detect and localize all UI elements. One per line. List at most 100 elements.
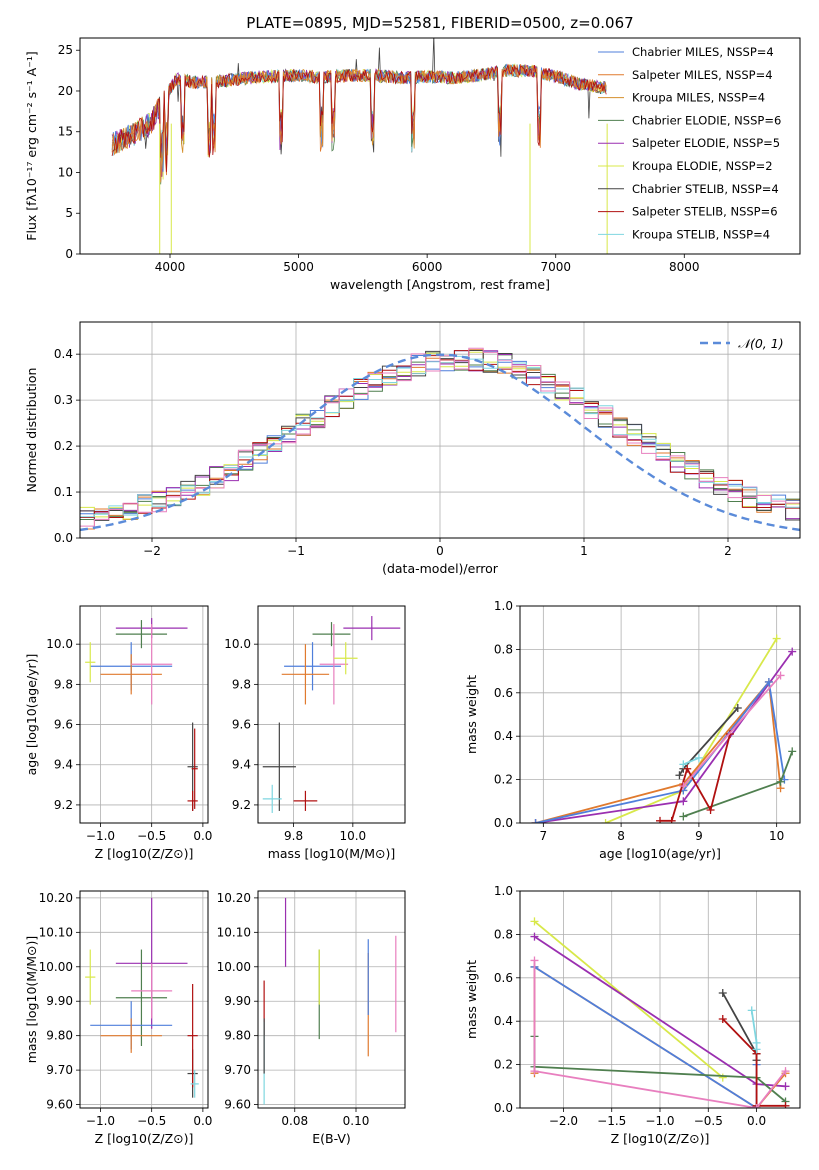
plot-area [80,347,800,538]
y-tick-label: 0.6 [494,971,513,985]
weight-point-marker [718,1073,727,1082]
axes-frame [79,890,209,1109]
error-bar-point [343,616,401,641]
axes-frame [257,605,406,824]
error-bar-point [187,790,198,811]
error-bar-point [262,784,282,813]
weight-point-marker [675,771,684,780]
y-tick-label: 0.4 [494,729,513,743]
x-axis-label: (data-model)/error [382,561,499,576]
error-bar-point [85,949,96,1005]
y-axis-label: age [log10(age/yr)] [24,654,39,776]
weight-series-line [682,751,794,818]
y-tick-label: 5 [65,206,73,220]
y-tick-label: 9.80 [46,1029,73,1043]
x-tick-label: 9.8 [284,829,303,843]
y-tick-label: 9.8 [232,677,251,691]
weight-point-marker [531,819,540,823]
axes-frame [79,321,801,539]
x-tick-label: −1.0 [86,829,115,843]
plot-area [111,38,608,254]
x-tick-label: −0.5 [694,1114,723,1128]
y-axis-label: mass [log10(M/M⊙)] [24,936,39,1064]
weight-point-marker [781,1067,790,1076]
legend-entry: Salpeter STELIB, NSSP=6 [632,205,778,219]
error-bar-point [281,644,330,705]
x-tick-label: −1.0 [645,1114,674,1128]
x-tick-label: 0.08 [281,1114,308,1128]
x-axis-label: wavelength [Angstrom, rest frame] [330,277,550,292]
weight-series-line [533,960,787,1108]
y-tick-label: 10.00 [217,960,251,974]
x-tick-label: 1 [580,544,588,558]
y-tick-label: 25 [58,43,73,57]
x-tick-label: 9 [695,829,703,843]
x-tick-label: 7000 [540,260,571,274]
y-tick-label: 10.10 [39,925,73,939]
x-tick-label: 8000 [669,260,700,274]
x-axis-label: Z [log10(Z/Z⊙)] [95,846,194,861]
y-tick-label: 9.60 [224,1098,251,1112]
weight-point-marker [656,816,664,823]
weight-point-marker [788,647,797,656]
y-tick-label: 9.60 [46,1098,73,1112]
error-bar-point [190,1070,199,1098]
x-tick-label: −1 [287,544,305,558]
spectrum-series [111,63,607,172]
axes-frame [519,890,801,1109]
y-tick-label: 0 [65,247,73,261]
y-tick-label: 0.0 [54,531,73,545]
x-tick-label: −0.5 [137,829,166,843]
y-axis-label: mass weight [464,960,479,1039]
plot-area [85,897,199,1098]
weight-point-marker [718,988,727,997]
error-bar-point [100,654,162,695]
x-tick-label: −2.0 [549,1114,578,1128]
weight-point-marker [530,917,539,926]
weight-series-line [535,679,782,823]
plot-area [262,616,401,813]
error-bar-point [191,728,198,809]
y-tick-label: 20 [58,84,73,98]
axes-frame [257,890,406,1109]
weight-point-marker [718,1015,727,1024]
y-tick-label: 10.20 [217,891,251,905]
axes-frame [79,37,801,255]
y-tick-label: 9.90 [224,994,251,1008]
weight-point-marker [776,777,785,786]
legend: 𝒩(0, 1) [700,336,784,351]
weight-series-line [660,733,731,822]
y-axis-label: Flux [fλ10⁻¹⁷ erg cm⁻² s⁻¹ A⁻¹] [24,51,39,240]
x-tick-label: 2 [724,544,732,558]
x-tick-label: −0.5 [137,1114,166,1128]
histogram-step [80,347,800,538]
axes-frame [79,605,209,824]
y-tick-label: 10 [58,165,73,179]
x-tick-label: 10 [769,829,784,843]
y-tick-label: 9.90 [46,994,73,1008]
weight-point-marker [764,677,773,686]
y-tick-label: 10.20 [39,891,73,905]
error-bar-point [115,949,168,1046]
figure-title: PLATE=0895, MJD=52581, FIBERID=0500, z=0… [246,14,633,32]
x-tick-label: 6000 [412,260,443,274]
weight-point-marker [781,1101,790,1108]
panel-age-vs-Z: −1.0 −0.5 0.0 9.2 9.4 9.6 9.8 10.0 Z [log10(Z/Z⊙… [24,605,212,861]
legend-entry: Chabrier ELODIE, NSSP=6 [632,113,781,127]
weight-series-line [535,679,786,823]
x-tick-label: 8 [617,829,625,843]
panel-mass-vs-ebv: 0.08 0.10 9.60 9.70 9.80 9.90 10.00 10.10 10.20 E… [217,890,406,1146]
y-tick-label: 9.4 [232,758,251,772]
axes-frame [519,605,801,824]
weight-point-marker [781,1082,790,1091]
y-tick-label: 9.2 [54,798,73,812]
plot-area [531,634,797,823]
y-tick-label: 0.0 [494,1101,513,1115]
legend-entry: Kroupa ELODIE, NSSP=2 [632,159,773,173]
weight-series-line [605,638,778,823]
y-tick-label: 10.10 [217,925,251,939]
y-tick-label: 10.00 [39,960,73,974]
legend-entry: Chabrier MILES, NSSP=4 [632,45,774,59]
legend-entry: 𝒩(0, 1) [738,336,784,351]
